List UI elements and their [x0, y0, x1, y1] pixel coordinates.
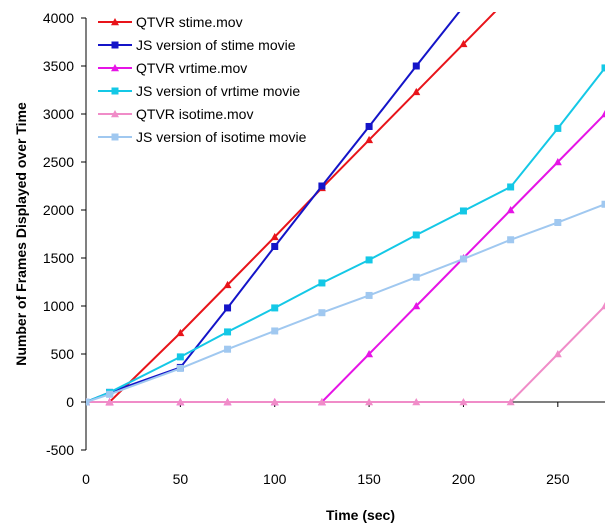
data-point	[271, 304, 279, 312]
legend-item: JS version of isotime movie	[98, 129, 307, 145]
data-point	[601, 302, 605, 310]
data-point	[271, 242, 279, 250]
legend-label: JS version of vrtime movie	[136, 83, 300, 99]
legend-marker	[111, 41, 119, 49]
y-tick-label: -500	[46, 442, 74, 458]
legend: QTVR stime.mov JS version of stime movie Q…	[98, 14, 307, 145]
data-point	[365, 291, 373, 299]
data-point	[412, 62, 420, 70]
data-point	[412, 231, 420, 239]
data-point	[459, 398, 468, 406]
legend-label: JS version of isotime movie	[136, 129, 307, 145]
y-tick-label: 1500	[43, 250, 74, 266]
data-point	[365, 122, 373, 130]
data-point	[459, 255, 467, 263]
legend-item: QTVR isotime.mov	[98, 106, 253, 122]
series-5	[86, 302, 605, 406]
data-point	[601, 64, 605, 72]
legend-label: QTVR vrtime.mov	[136, 60, 247, 76]
x-tick-label: 150	[357, 471, 381, 487]
data-point	[553, 350, 562, 358]
data-point	[270, 398, 279, 406]
data-point	[506, 398, 515, 406]
data-point	[86, 398, 90, 406]
y-tick-label: 4000	[43, 10, 74, 26]
x-tick-label: 100	[263, 471, 287, 487]
legend-marker	[111, 18, 119, 26]
data-point	[412, 302, 421, 310]
data-point	[412, 87, 421, 96]
legend-item: QTVR vrtime.mov	[98, 60, 247, 76]
y-tick-label: 500	[51, 346, 75, 362]
legend-label: QTVR stime.mov	[136, 14, 243, 30]
data-point	[176, 353, 184, 361]
y-tick-label: 3500	[43, 58, 74, 74]
data-point	[601, 110, 605, 118]
legend-item: JS version of stime movie	[98, 37, 296, 53]
data-point	[554, 218, 562, 226]
legend-label: JS version of stime movie	[136, 37, 296, 53]
data-point	[224, 345, 232, 353]
y-tick-label: 1000	[43, 298, 74, 314]
data-point	[176, 328, 185, 337]
data-point	[317, 398, 326, 406]
series-layer	[86, 3, 605, 406]
legend-label: QTVR isotime.mov	[136, 106, 253, 122]
x-tick-label: 50	[173, 471, 189, 487]
series-3	[86, 110, 605, 406]
data-point	[412, 273, 420, 281]
data-point	[224, 304, 232, 312]
legend-item: JS version of vrtime movie	[98, 83, 300, 99]
y-tick-label: 2500	[43, 154, 74, 170]
data-point	[365, 398, 374, 406]
data-point	[318, 182, 326, 190]
data-point	[506, 206, 515, 214]
data-point	[507, 236, 515, 244]
data-point	[365, 256, 373, 264]
data-point	[223, 280, 232, 289]
legend-marker	[111, 133, 119, 141]
data-point	[176, 364, 184, 372]
axes: -500 0 500 1000 1500 2000 2500 3000 3500 4000 0 50 1…	[43, 10, 605, 487]
data-point	[553, 158, 562, 166]
data-point	[365, 135, 374, 144]
legend-marker	[111, 110, 119, 118]
data-point	[105, 398, 114, 406]
data-point	[176, 398, 185, 406]
data-point	[459, 207, 467, 215]
data-point	[412, 398, 421, 406]
series-line	[86, 305, 605, 403]
y-tick-label: 2000	[43, 202, 74, 218]
data-point	[507, 183, 515, 191]
data-point	[601, 200, 605, 208]
y-axis-title: Number of Frames Displayed over Time	[13, 102, 29, 366]
data-point	[318, 309, 326, 317]
x-tick-label: 250	[546, 471, 570, 487]
data-point	[223, 398, 232, 406]
data-point	[365, 350, 374, 358]
legend-item: QTVR stime.mov	[98, 14, 243, 30]
series-line	[86, 12, 497, 403]
data-point	[460, 3, 467, 10]
legend-marker	[111, 87, 119, 95]
x-axis-title: Time (sec)	[326, 507, 395, 523]
legend-marker	[111, 64, 119, 72]
series-line	[86, 203, 605, 403]
x-tick-label: 0	[82, 471, 90, 487]
y-tick-label: 3000	[43, 106, 74, 122]
data-point	[271, 327, 279, 335]
data-point	[554, 124, 562, 132]
y-tick-label: 0	[66, 394, 74, 410]
data-point	[224, 328, 232, 336]
series-6	[86, 200, 605, 406]
data-point	[106, 390, 114, 398]
x-tick-label: 200	[452, 471, 476, 487]
data-point	[270, 232, 279, 241]
series-line	[86, 67, 605, 403]
data-point	[459, 39, 468, 48]
data-point	[318, 279, 326, 287]
